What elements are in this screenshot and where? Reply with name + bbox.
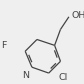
Text: OH: OH — [71, 11, 84, 20]
Text: N: N — [22, 71, 29, 80]
Text: F: F — [1, 41, 7, 50]
Text: Cl: Cl — [59, 73, 68, 82]
